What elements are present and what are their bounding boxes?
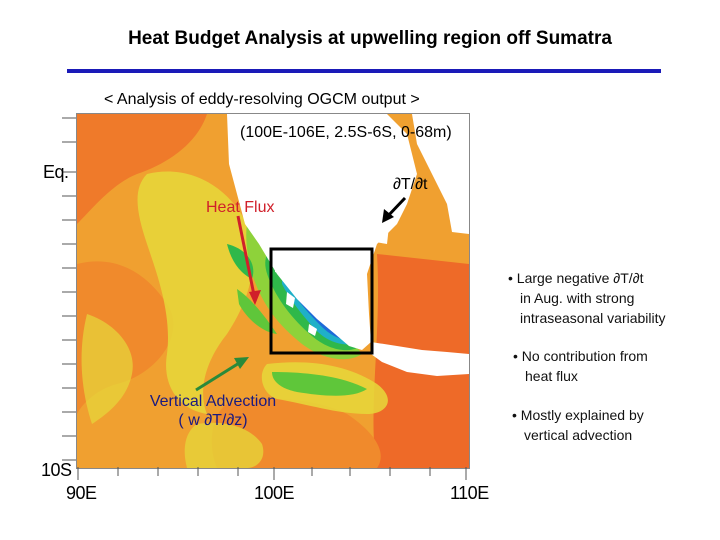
heat-flux-label: Heat Flux	[206, 199, 275, 216]
latitude-label-eq: Eq.	[43, 162, 69, 182]
bullet-vertical-advection: • Mostly explained by vertical advection	[512, 405, 712, 445]
region-label: (100E-106E, 2.5S-6S, 0-68m)	[240, 124, 452, 141]
bullet-dtdt: • Large negative ∂T/∂t in Aug. with stro…	[508, 268, 708, 328]
bullet-dtdt-line3: intraseasonal variability	[520, 310, 666, 326]
bullet-heat-flux-line1: • No contribution from	[513, 348, 648, 364]
vertical-advection-label: Vertical Advection ( w ∂T/∂z)	[138, 392, 288, 430]
longitude-label-100e: 100E	[254, 483, 295, 503]
vertical-advection-line1: Vertical Advection	[149, 393, 277, 410]
title-divider	[67, 69, 661, 73]
bullet-vertical-advection-line1: • Mostly explained by	[512, 407, 644, 423]
vertical-advection-line2: ( w ∂T/∂z)	[178, 412, 248, 429]
bullet-dtdt-line1: • Large negative ∂T/∂t	[508, 270, 644, 286]
longitude-label-110e: 110E	[450, 483, 489, 503]
ocean-temperature-map	[76, 113, 470, 469]
bullet-vertical-advection-line2: vertical advection	[524, 427, 633, 443]
dtdt-label: ∂T/∂t	[393, 176, 428, 193]
latitude-label-10s: 10S	[41, 460, 72, 480]
map-image	[77, 114, 469, 468]
bullet-heat-flux-line2: heat flux	[525, 368, 578, 384]
bullet-dtdt-line2: in Aug. with strong	[520, 290, 635, 306]
slide-title: Heat Budget Analysis at upwelling region…	[128, 28, 612, 49]
longitude-label-90e: 90E	[66, 483, 97, 503]
slide-subtitle: < Analysis of eddy-resolving OGCM output…	[104, 91, 420, 108]
bullet-heat-flux: • No contribution from heat flux	[513, 346, 713, 386]
